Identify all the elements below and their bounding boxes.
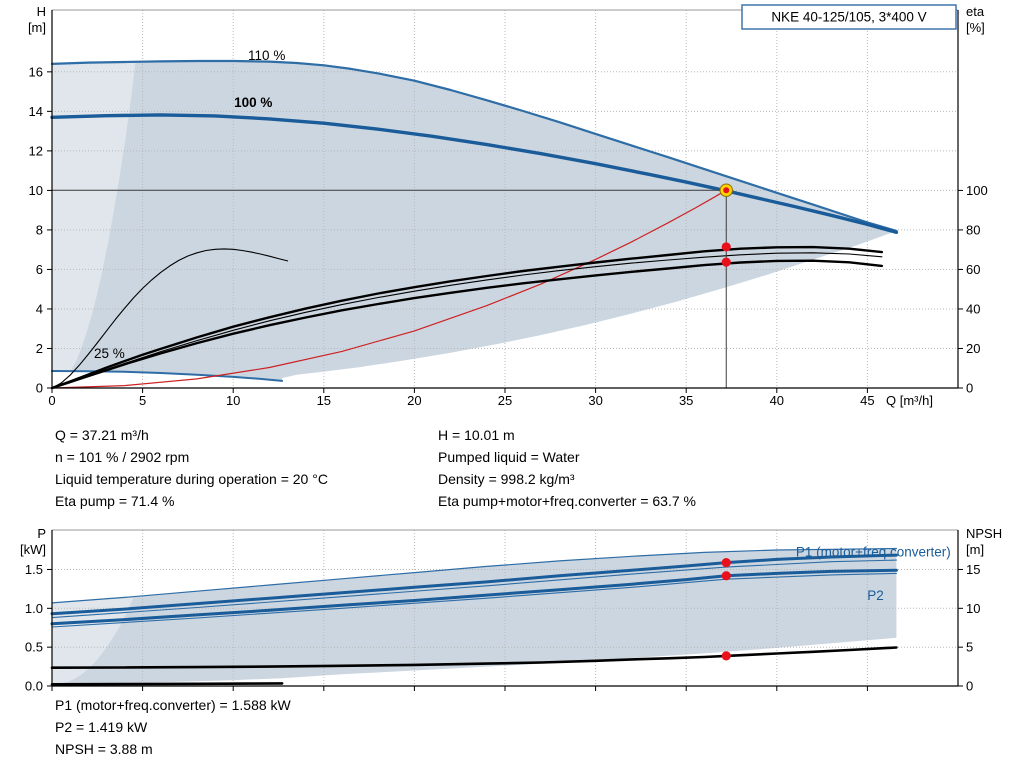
info-eta-pump: Eta pump = 71.4 % <box>55 493 175 509</box>
y2-tick-label: 10 <box>966 601 980 616</box>
duty-point[interactable] <box>719 183 733 197</box>
x-tick-label: 35 <box>679 393 693 408</box>
y-tick-label: 0 <box>36 381 43 396</box>
y2-tick-label: 60 <box>966 262 980 277</box>
x-tick-label: 25 <box>498 393 512 408</box>
y-axis-title: P <box>37 526 46 541</box>
curve-label: 100 % <box>234 95 272 110</box>
curve-label: 110 % <box>248 48 285 63</box>
pump-model-label: NKE 40-125/105, 3*400 V <box>771 10 926 25</box>
y-tick-label: 4 <box>36 301 43 316</box>
info-speed: n = 101 % / 2902 rpm <box>55 449 190 465</box>
npsh-dot <box>721 651 731 661</box>
y2-axis-title: eta <box>966 4 985 19</box>
x-tick-label: 5 <box>139 393 146 408</box>
y2-tick-label: 0 <box>966 381 973 396</box>
y-tick-label: 2 <box>36 341 43 356</box>
y-tick-label: 0.5 <box>25 640 43 655</box>
y-tick-label: 12 <box>29 143 43 158</box>
y2-tick-label: 80 <box>966 222 980 237</box>
info-flow: Q = 37.21 m³/h <box>55 427 149 443</box>
x-tick-label: 0 <box>48 393 55 408</box>
y2-tick-label: 5 <box>966 640 973 655</box>
x-axis-title: Q [m³/h] <box>886 393 933 408</box>
power-npsh-chart: 0.0 0.5 1.0 1.5 0 5 10 15 P[kW] NPSH[m] P1 (motor+… <box>20 526 1002 694</box>
system-curve <box>51 189 727 389</box>
npsh-curve <box>50 646 898 669</box>
y2-tick-label: 15 <box>966 562 980 577</box>
y-axis-title: H <box>37 4 46 19</box>
duty-info-right: H = 10.01 m Pumped liquid = Water Densit… <box>438 424 696 512</box>
duty-info-left: Q = 37.21 m³/h n = 101 % / 2902 rpm Liqu… <box>55 424 328 512</box>
p1-100pct-curve <box>51 559 897 619</box>
y-tick-label: 0.0 <box>25 679 43 694</box>
x-tick-label: 15 <box>317 393 331 408</box>
x-tick-label: 10 <box>226 393 240 408</box>
pump-model-box <box>741 4 957 30</box>
y-axis-unit: [kW] <box>20 542 46 557</box>
result-p2: P2 = 1.419 kW <box>55 719 148 735</box>
y-axis-unit: [m] <box>28 20 46 35</box>
p1-max-speed-curve <box>51 547 898 604</box>
x-tick-label: 40 <box>770 393 784 408</box>
y-tick-label: 10 <box>29 183 43 198</box>
curve-100pct <box>50 113 899 235</box>
x-tick-label: 20 <box>407 393 421 408</box>
eta-curve-aux <box>51 252 883 389</box>
result-npsh: NPSH = 3.88 m <box>55 741 153 757</box>
p2-100pct-curve <box>51 572 897 628</box>
y2-axis-unit: [m] <box>966 542 984 557</box>
info-head: H = 10.01 m <box>438 427 515 443</box>
y-tick-label: 6 <box>36 262 43 277</box>
y2-axis-title: NPSH <box>966 526 1002 541</box>
y2-tick-label: 20 <box>966 341 980 356</box>
y-tick-label: 1.5 <box>25 562 43 577</box>
curve-label: P1 (motor+freq.converter) <box>796 544 951 559</box>
y2-tick-label: 100 <box>966 183 988 198</box>
p-min-speed-curve <box>50 682 284 686</box>
p1-dot <box>721 558 731 568</box>
p1-curve <box>50 553 898 616</box>
y2-tick-label: 40 <box>966 301 980 316</box>
p2-curve <box>50 568 898 626</box>
x-tick-label: 45 <box>860 393 874 408</box>
eta-pump-dot <box>721 242 731 252</box>
curve-label: P2 <box>867 588 884 603</box>
p2-dot <box>721 571 731 581</box>
eta-total-dot <box>721 257 731 267</box>
result-p1: P1 (motor+freq.converter) = 1.588 kW <box>55 697 291 713</box>
y-tick-label: 14 <box>29 104 43 119</box>
info-eta-total: Eta pump+motor+freq.converter = 63.7 % <box>438 493 696 509</box>
hq-eta-chart: 0 5 10 15 20 25 30 35 40 45 0 2 4 6 8 10 12 14 16 0 20 40 60 80… <box>28 4 988 408</box>
y2-tick-label: 0 <box>966 679 973 694</box>
eta-curve-lowspeed <box>51 248 289 389</box>
y2-axis-unit: [%] <box>966 20 985 35</box>
y-tick-label: 16 <box>29 64 43 79</box>
y-tick-label: 8 <box>36 222 43 237</box>
results-panel: P1 (motor+freq.converter) = 1.588 kW P2 … <box>55 694 291 760</box>
operating-envelope <box>52 61 897 381</box>
info-density: Density = 998.2 kg/m³ <box>438 471 575 487</box>
y-tick-label: 1.0 <box>25 601 43 616</box>
info-liquid-temp: Liquid temperature during operation = 20… <box>55 471 328 487</box>
x-tick-label: 30 <box>588 393 602 408</box>
curve-label: 25 % <box>94 346 125 361</box>
info-pumped-liquid: Pumped liquid = Water <box>438 449 580 465</box>
curve-110pct <box>50 59 898 232</box>
low-flow-region <box>52 63 136 371</box>
